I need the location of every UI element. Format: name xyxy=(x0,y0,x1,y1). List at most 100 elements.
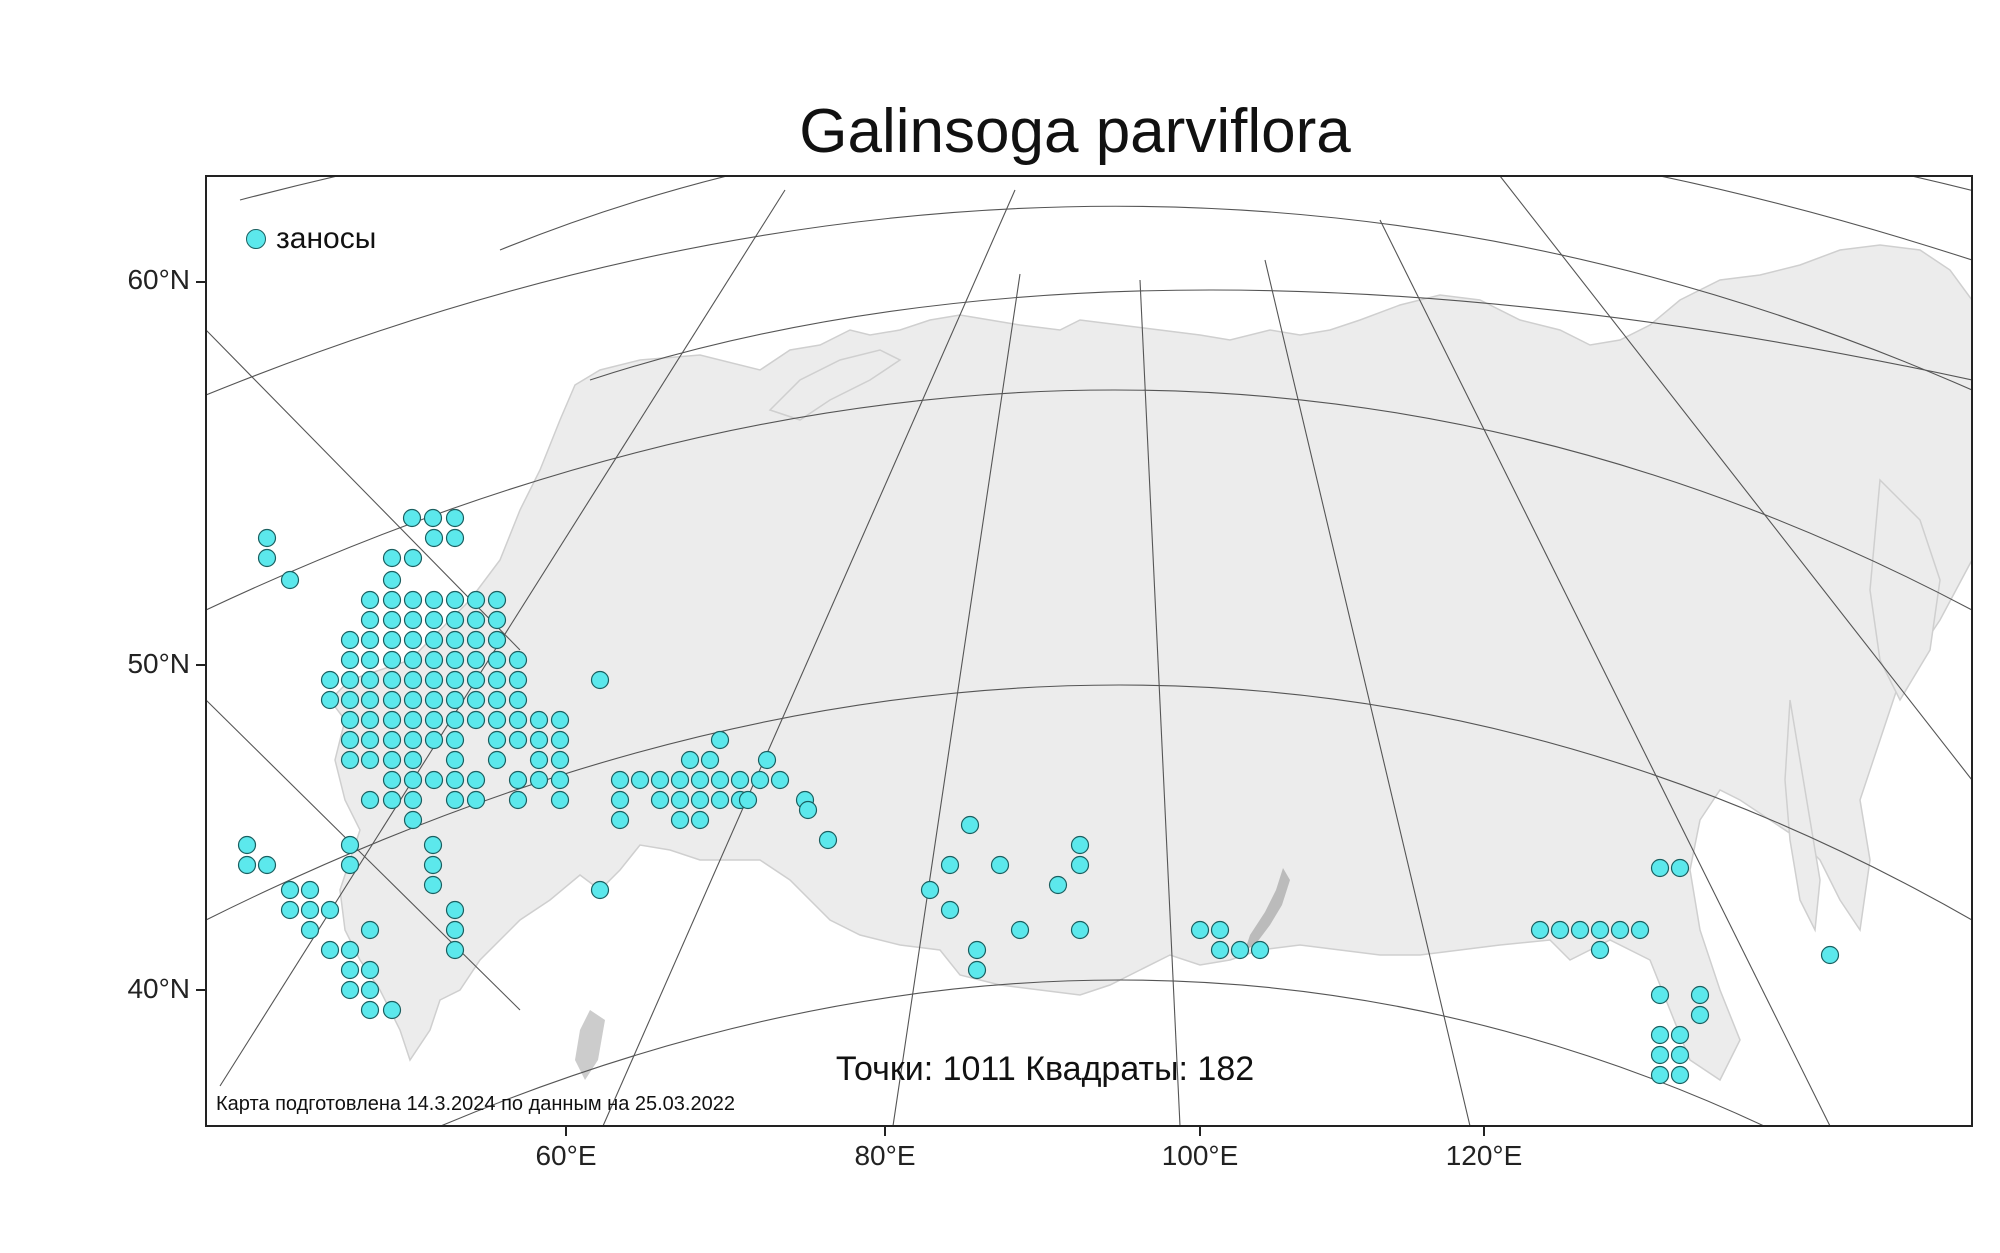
lon-label-100: 100°E xyxy=(1161,1140,1239,1171)
occurrence-marker xyxy=(529,730,549,750)
occurrence-marker xyxy=(424,670,444,690)
occurrence-marker xyxy=(445,790,465,810)
circle-marker-icon xyxy=(246,229,266,249)
occurrence-marker xyxy=(382,570,402,590)
occurrence-marker xyxy=(403,690,423,710)
occurrence-marker xyxy=(423,508,443,528)
occurrence-marker xyxy=(280,900,300,920)
occurrence-marker xyxy=(1650,1045,1670,1065)
occurrence-marker xyxy=(550,710,570,730)
occurrence-marker xyxy=(798,800,818,820)
occurrence-marker xyxy=(423,875,443,895)
occurrence-marker xyxy=(750,770,770,790)
occurrence-marker xyxy=(487,650,507,670)
occurrence-marker xyxy=(340,730,360,750)
axis-ticks xyxy=(196,281,1485,1136)
occurrence-marker xyxy=(610,810,630,830)
occurrence-marker xyxy=(445,940,465,960)
occurrence-marker xyxy=(257,855,277,875)
occurrence-marker xyxy=(423,855,443,875)
occurrence-marker xyxy=(680,750,700,770)
occurrence-marker xyxy=(466,590,486,610)
occurrence-marker xyxy=(466,690,486,710)
occurrence-marker xyxy=(445,750,465,770)
occurrence-marker xyxy=(424,630,444,650)
occurrence-marker xyxy=(940,855,960,875)
occurrence-marker xyxy=(738,790,758,810)
occurrence-marker xyxy=(360,1000,380,1020)
occurrence-marker xyxy=(1010,920,1030,940)
occurrence-marker xyxy=(487,690,507,710)
occurrence-marker xyxy=(360,710,380,730)
occurrence-marker xyxy=(445,650,465,670)
occurrence-marker xyxy=(529,770,549,790)
occurrence-marker xyxy=(487,730,507,750)
occurrence-marker xyxy=(650,790,670,810)
occurrence-marker xyxy=(487,710,507,730)
occurrence-marker xyxy=(650,770,670,790)
occurrence-marker xyxy=(382,790,402,810)
occurrence-marker xyxy=(257,528,277,548)
occurrence-marker xyxy=(920,880,940,900)
occurrence-marker xyxy=(403,770,423,790)
occurrence-marker xyxy=(360,920,380,940)
map-title: Galinsoga parviflora xyxy=(799,97,1351,166)
land-kamchatka xyxy=(1869,478,1941,702)
occurrence-marker xyxy=(424,610,444,630)
occurrence-marker xyxy=(300,880,320,900)
occurrence-marker xyxy=(382,730,402,750)
occurrence-marker xyxy=(445,730,465,750)
occurrence-marker xyxy=(280,570,300,590)
occurrence-marker xyxy=(770,770,790,790)
points-label: Точки: xyxy=(835,1050,934,1088)
lat-label-60: 60°N xyxy=(127,264,190,295)
occurrence-marker xyxy=(320,690,340,710)
occurrence-marker xyxy=(757,750,777,770)
occurrence-marker xyxy=(445,528,465,548)
occurrence-marker xyxy=(508,730,528,750)
occurrence-marker xyxy=(1650,1065,1670,1085)
occurrence-marker xyxy=(382,610,402,630)
occurrence-marker xyxy=(360,690,380,710)
occurrence-marker xyxy=(320,900,340,920)
occurrence-marker xyxy=(445,920,465,940)
points-count: 1011 xyxy=(942,1050,1016,1088)
lon-label-120: 120°E xyxy=(1445,1140,1523,1171)
occurrence-marker xyxy=(340,670,360,690)
occurrence-marker xyxy=(508,710,528,730)
occurrence-marker xyxy=(466,670,486,690)
occurrence-marker xyxy=(445,590,465,610)
occurrence-marker xyxy=(360,670,380,690)
occurrence-marker xyxy=(424,650,444,670)
occurrence-marker xyxy=(710,730,730,750)
occurrence-marker xyxy=(424,710,444,730)
occurrence-marker xyxy=(424,770,444,790)
occurrence-marker xyxy=(382,770,402,790)
occurrence-marker xyxy=(818,830,838,850)
occurrence-marker xyxy=(1610,920,1630,940)
occurrence-marker xyxy=(424,590,444,610)
legend-label: заносы xyxy=(276,222,377,255)
occurrence-marker xyxy=(300,920,320,940)
occurrence-marker xyxy=(610,790,630,810)
occurrence-marker xyxy=(1690,1005,1710,1025)
occurrence-marker xyxy=(1250,940,1270,960)
occurrence-marker xyxy=(487,670,507,690)
occurrence-marker xyxy=(340,835,360,855)
occurrence-marker xyxy=(1690,985,1710,1005)
occurrence-marker xyxy=(340,710,360,730)
occurrence-marker xyxy=(382,548,402,568)
occurrence-marker xyxy=(1070,855,1090,875)
land-novaya-zemlya xyxy=(768,349,902,421)
occurrence-marker xyxy=(690,770,710,790)
occurrence-marker xyxy=(967,940,987,960)
occurrence-marker xyxy=(1650,1025,1670,1045)
occurrence-marker xyxy=(590,880,610,900)
occurrence-marker xyxy=(466,630,486,650)
occurrence-marker xyxy=(466,650,486,670)
lat-label-40: 40°N xyxy=(127,973,190,1004)
occurrence-marker xyxy=(508,770,528,790)
lon-label-60: 60°E xyxy=(535,1140,597,1171)
occurrence-marker xyxy=(403,710,423,730)
